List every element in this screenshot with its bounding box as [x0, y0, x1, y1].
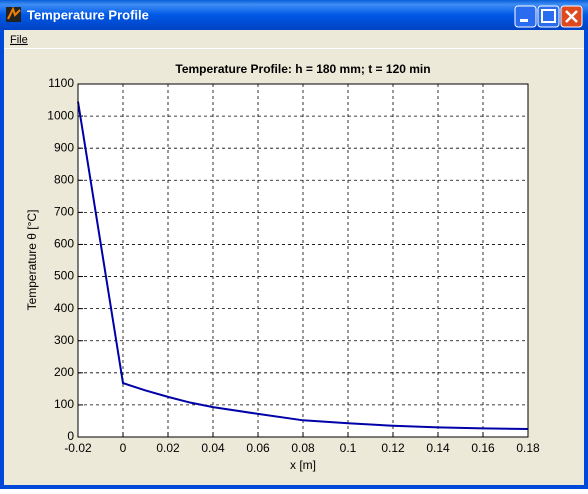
y-tick-label: 700 [54, 205, 74, 219]
y-axis-label: Temperature θ [°C] [25, 210, 39, 311]
y-tick-label: 0 [67, 429, 74, 443]
y-tick-label: 900 [54, 140, 74, 154]
axes-frame [77, 83, 529, 438]
window-title: Temperature Profile [27, 7, 149, 22]
x-tick-label: -0.02 [64, 441, 92, 455]
menu-file[interactable]: File [10, 34, 28, 46]
x-tick-label: 0 [120, 441, 127, 455]
app-icon [6, 7, 21, 22]
y-tick-label: 300 [54, 333, 74, 347]
y-tick-label: 1100 [48, 76, 74, 90]
x-tick-label: 0.08 [291, 441, 315, 455]
x-tick-label: 0.16 [471, 441, 495, 455]
close-button[interactable] [560, 5, 583, 28]
close-glyph [565, 10, 578, 23]
maximize-glyph [541, 9, 556, 23]
chart-title: Temperature Profile: h = 180 mm; t = 120… [175, 62, 430, 76]
x-tick-label: 0.1 [340, 441, 357, 455]
y-tick-label: 1000 [47, 108, 74, 122]
title-bar [0, 0, 588, 30]
y-tick-label: 100 [54, 397, 74, 411]
app-icon-glyph [7, 6, 21, 20]
x-tick-label: 0.04 [201, 441, 225, 455]
maximize-button[interactable] [537, 5, 560, 28]
x-axis-label: x [m] [290, 458, 316, 472]
minimize-glyph [520, 19, 528, 22]
y-tick-label: 500 [54, 269, 74, 283]
x-tick-label: 0.18 [516, 441, 540, 455]
minimize-button[interactable] [514, 5, 537, 28]
y-tick-label: 400 [54, 301, 74, 315]
y-tick-label: 200 [54, 365, 74, 379]
x-tick-label: 0.12 [381, 441, 405, 455]
x-tick-label: 0.02 [156, 441, 180, 455]
y-tick-label: 600 [54, 237, 74, 251]
minimize-box[interactable] [514, 5, 537, 28]
y-tick-label: 800 [54, 172, 74, 186]
x-tick-label: 0.06 [246, 441, 270, 455]
temperature-line [77, 101, 529, 430]
x-tick-label: 0.14 [426, 441, 450, 455]
